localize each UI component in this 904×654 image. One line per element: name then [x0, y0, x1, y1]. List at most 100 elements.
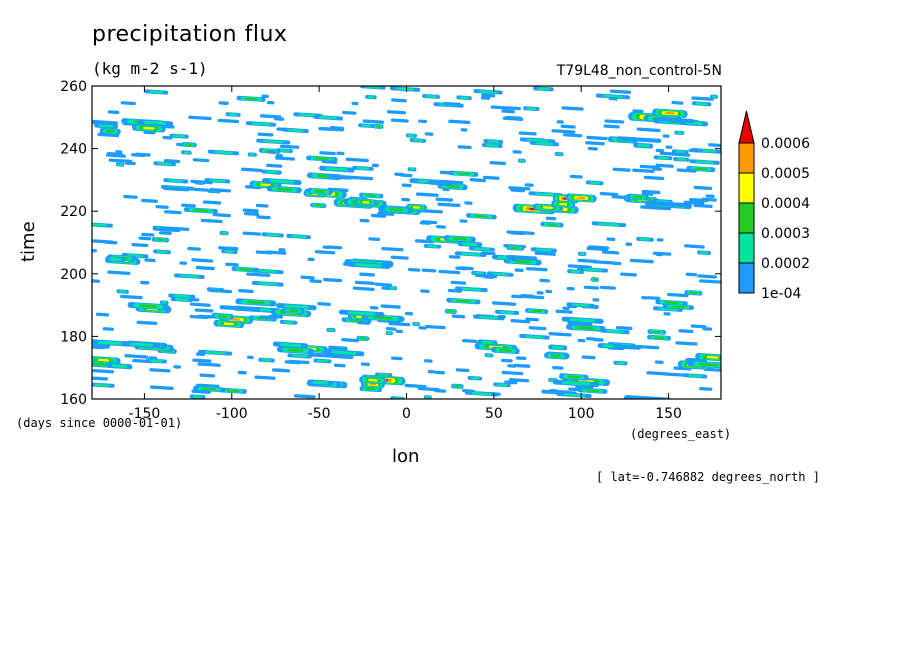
precip-streak [505, 106, 521, 111]
precip-streak [202, 200, 222, 205]
precip-streak [452, 237, 467, 241]
precip-streak [462, 242, 478, 247]
precip-streak [643, 175, 665, 181]
precip-streak [300, 275, 315, 280]
precip-streak [636, 344, 660, 350]
precip-streak [639, 164, 660, 170]
precip-streak [251, 122, 271, 126]
colorbar-segment [738, 202, 755, 234]
chart-units: (kg m-2 s-1) [92, 59, 208, 78]
precip-streak [356, 166, 370, 170]
precip-streak [427, 244, 438, 248]
precip-streak [120, 294, 143, 300]
precip-streak [435, 197, 454, 202]
precip-streak [317, 359, 328, 363]
precip-streak [92, 223, 107, 227]
precip-streak [535, 141, 554, 146]
x-tick-label: -50 [308, 406, 331, 422]
x-tick-label: 150 [655, 406, 682, 422]
precip-streak [520, 293, 535, 298]
precip-streak [348, 311, 376, 316]
precip-streak [655, 163, 674, 168]
precip-streak [259, 114, 282, 119]
precip-streak [266, 233, 280, 237]
precip-streak [620, 272, 637, 277]
precip-streak [92, 239, 114, 244]
y-tick-label: 200 [60, 267, 87, 283]
precip-streak [167, 186, 190, 192]
precip-streak [471, 391, 492, 396]
precip-streak [92, 344, 106, 350]
precip-streak [479, 90, 497, 94]
precip-streak [598, 222, 620, 226]
precip-streak [673, 366, 692, 371]
precip-streak [586, 389, 599, 393]
precip-streak [688, 148, 703, 153]
precip-streak [482, 175, 500, 180]
precip-streak [487, 140, 500, 144]
precip-streak [537, 87, 550, 91]
precip-streak [577, 326, 595, 330]
precip-streak [486, 143, 499, 147]
precip-streak [197, 362, 221, 367]
precip-streak [609, 89, 632, 94]
precip-streak [191, 258, 214, 263]
precip-streak [561, 106, 584, 111]
precip-streak [526, 138, 549, 143]
precip-streak [448, 255, 461, 259]
precip-streak [141, 198, 158, 203]
precip-streak [508, 378, 530, 383]
precip-streak [548, 331, 572, 337]
precip-streak [690, 244, 705, 249]
precip-streak [225, 262, 239, 267]
precip-streak [496, 383, 508, 387]
precip-streak [257, 132, 274, 137]
precip-streak [442, 101, 461, 107]
precip-streak [365, 86, 381, 89]
precip-streak [506, 254, 538, 261]
x-tick-label: -150 [129, 406, 161, 422]
precip-streak [490, 105, 509, 110]
colorbar-label: 1e-04 [761, 286, 801, 302]
precip-streak [480, 251, 496, 256]
precip-streak [156, 250, 168, 254]
precip-streak [139, 304, 158, 308]
precip-streak [354, 280, 375, 286]
precip-streak [149, 385, 174, 390]
colorbar: 1e-04 0.0002 0.0003 0.0004 0.0005 0.0006 [738, 110, 810, 302]
precip-streak [390, 356, 403, 361]
precip-streak [157, 162, 172, 166]
precip-streak [637, 143, 650, 148]
precip-streak [287, 128, 304, 133]
precip-streak [242, 231, 262, 236]
precip-streak [653, 336, 665, 339]
precip-streak [639, 396, 663, 399]
precip-streak [149, 368, 171, 373]
precip-streak [438, 269, 461, 275]
precip-streak [474, 214, 488, 218]
precip-streak [699, 386, 713, 391]
precip-streak [276, 187, 292, 192]
precip-streak [415, 192, 439, 197]
precip-streak [357, 320, 370, 325]
precip-streak [218, 246, 239, 251]
precip-streak [694, 167, 708, 171]
precip-streak [106, 152, 123, 157]
colorbar-segment [738, 142, 755, 174]
precip-streak [321, 159, 338, 164]
precip-streak [159, 226, 175, 231]
colorbar-segment [738, 172, 755, 204]
precip-streak [370, 213, 387, 218]
y-tick-label: 180 [60, 329, 87, 345]
precip-streak [518, 230, 535, 235]
colorbar-segment [738, 262, 755, 294]
precip-streak [693, 185, 713, 191]
precip-streak [657, 156, 669, 160]
precip-streak [263, 139, 284, 144]
precip-streak [244, 97, 258, 101]
precip-streak [462, 338, 478, 344]
precip-streak [437, 202, 461, 208]
precip-streak [663, 372, 686, 377]
precip-streak [127, 253, 144, 258]
precip-streak [283, 320, 294, 324]
